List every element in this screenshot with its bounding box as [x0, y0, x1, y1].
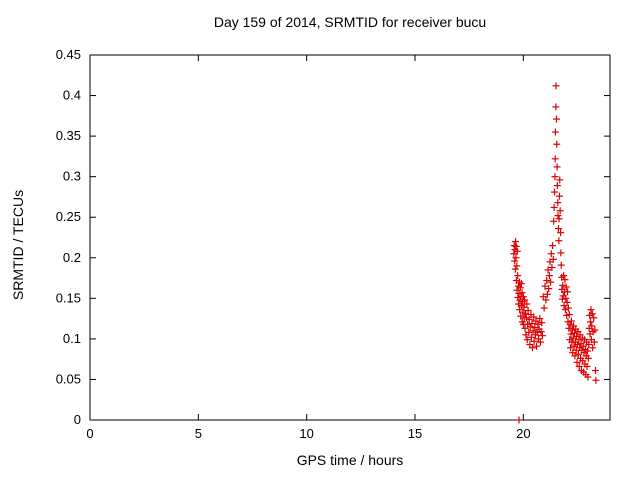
- y-tick-label: 0.45: [56, 47, 81, 62]
- y-tick-label: 0.3: [63, 169, 81, 184]
- x-tick-label: 15: [408, 426, 422, 441]
- x-tick-label: 0: [86, 426, 93, 441]
- plot-border: [89, 54, 611, 421]
- x-tick-label: 10: [299, 426, 313, 441]
- x-tick-label: 5: [195, 426, 202, 441]
- y-tick-label: 0: [74, 412, 81, 427]
- y-tick-label: 0.1: [63, 331, 81, 346]
- y-tick-label: 0.4: [63, 88, 81, 103]
- scatter-series-srmtid: [510, 82, 600, 424]
- y-tick-label: 0.05: [56, 371, 81, 386]
- y-tick-label: 0.15: [56, 290, 81, 305]
- x-tick-label: 20: [516, 426, 530, 441]
- y-axis-title: SRMTID / TECUs: [10, 189, 26, 301]
- y-tick-label: 0.25: [56, 209, 81, 224]
- y-tick-label: 0.2: [63, 250, 81, 265]
- chart-title: Day 159 of 2014, SRMTID for receiver buc…: [213, 14, 487, 30]
- y-tick-label: 0.35: [56, 128, 81, 143]
- x-axis-title: GPS time / hours: [296, 452, 404, 468]
